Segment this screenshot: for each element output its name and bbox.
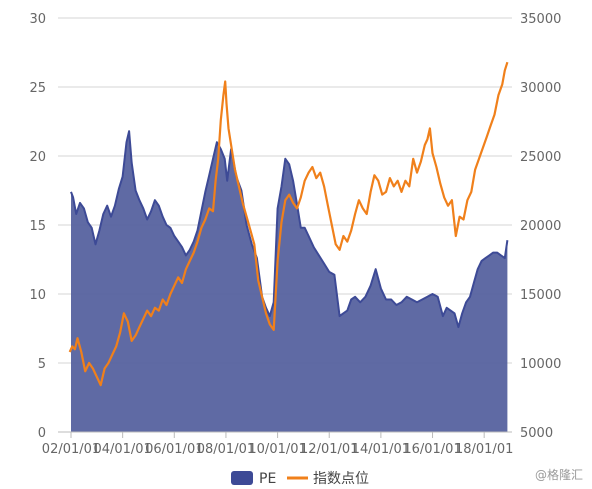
axis-layer: 0 5 10 15 20 25 30 5000 10000 15000 20000 25000 3000… xyxy=(29,12,561,457)
y-left-tick-label: 0 xyxy=(38,426,46,441)
legend-label-pe: PE xyxy=(259,471,276,487)
series-line-pe xyxy=(70,130,509,329)
y-left-tick-label: 30 xyxy=(29,12,46,27)
y-left-tick-label: 5 xyxy=(38,357,46,372)
watermark: @格隆汇 xyxy=(535,467,583,482)
y-right-tick-label: 35000 xyxy=(520,12,561,27)
legend[interactable]: PE 指数点位 xyxy=(231,471,369,487)
series-area-pe xyxy=(71,131,508,432)
x-tick-label: 14/01/01 xyxy=(352,442,410,457)
y-left-tick-label: 20 xyxy=(29,150,46,165)
x-tick-label: 10/01/01 xyxy=(248,442,306,457)
y-left-tick-label: 25 xyxy=(29,81,46,96)
x-tick-label: 12/01/01 xyxy=(300,442,358,457)
y-right-tick-label: 5000 xyxy=(520,426,553,441)
y-right-tick-label: 20000 xyxy=(520,219,561,234)
y-right-tick-label: 30000 xyxy=(520,81,561,96)
y-right-tick-label: 25000 xyxy=(520,150,561,165)
x-tick-label: 02/01/01 xyxy=(42,442,100,457)
x-tick-label: 04/01/01 xyxy=(93,442,151,457)
y-left-tick-label: 15 xyxy=(29,219,46,234)
legend-swatch-pe xyxy=(231,471,253,485)
legend-label-index: 指数点位 xyxy=(313,471,369,487)
y-left-tick-label: 10 xyxy=(29,288,46,303)
y-right-tick-label: 15000 xyxy=(520,288,561,303)
series-line-index xyxy=(68,61,509,387)
x-tick-label: 06/01/01 xyxy=(145,442,203,457)
x-tick-label: 18/01/01 xyxy=(455,442,513,457)
x-tick-label: 08/01/01 xyxy=(197,442,255,457)
x-tick-label: 16/01/01 xyxy=(403,442,461,457)
series-layer xyxy=(68,61,509,432)
y-right-tick-label: 10000 xyxy=(520,357,561,372)
